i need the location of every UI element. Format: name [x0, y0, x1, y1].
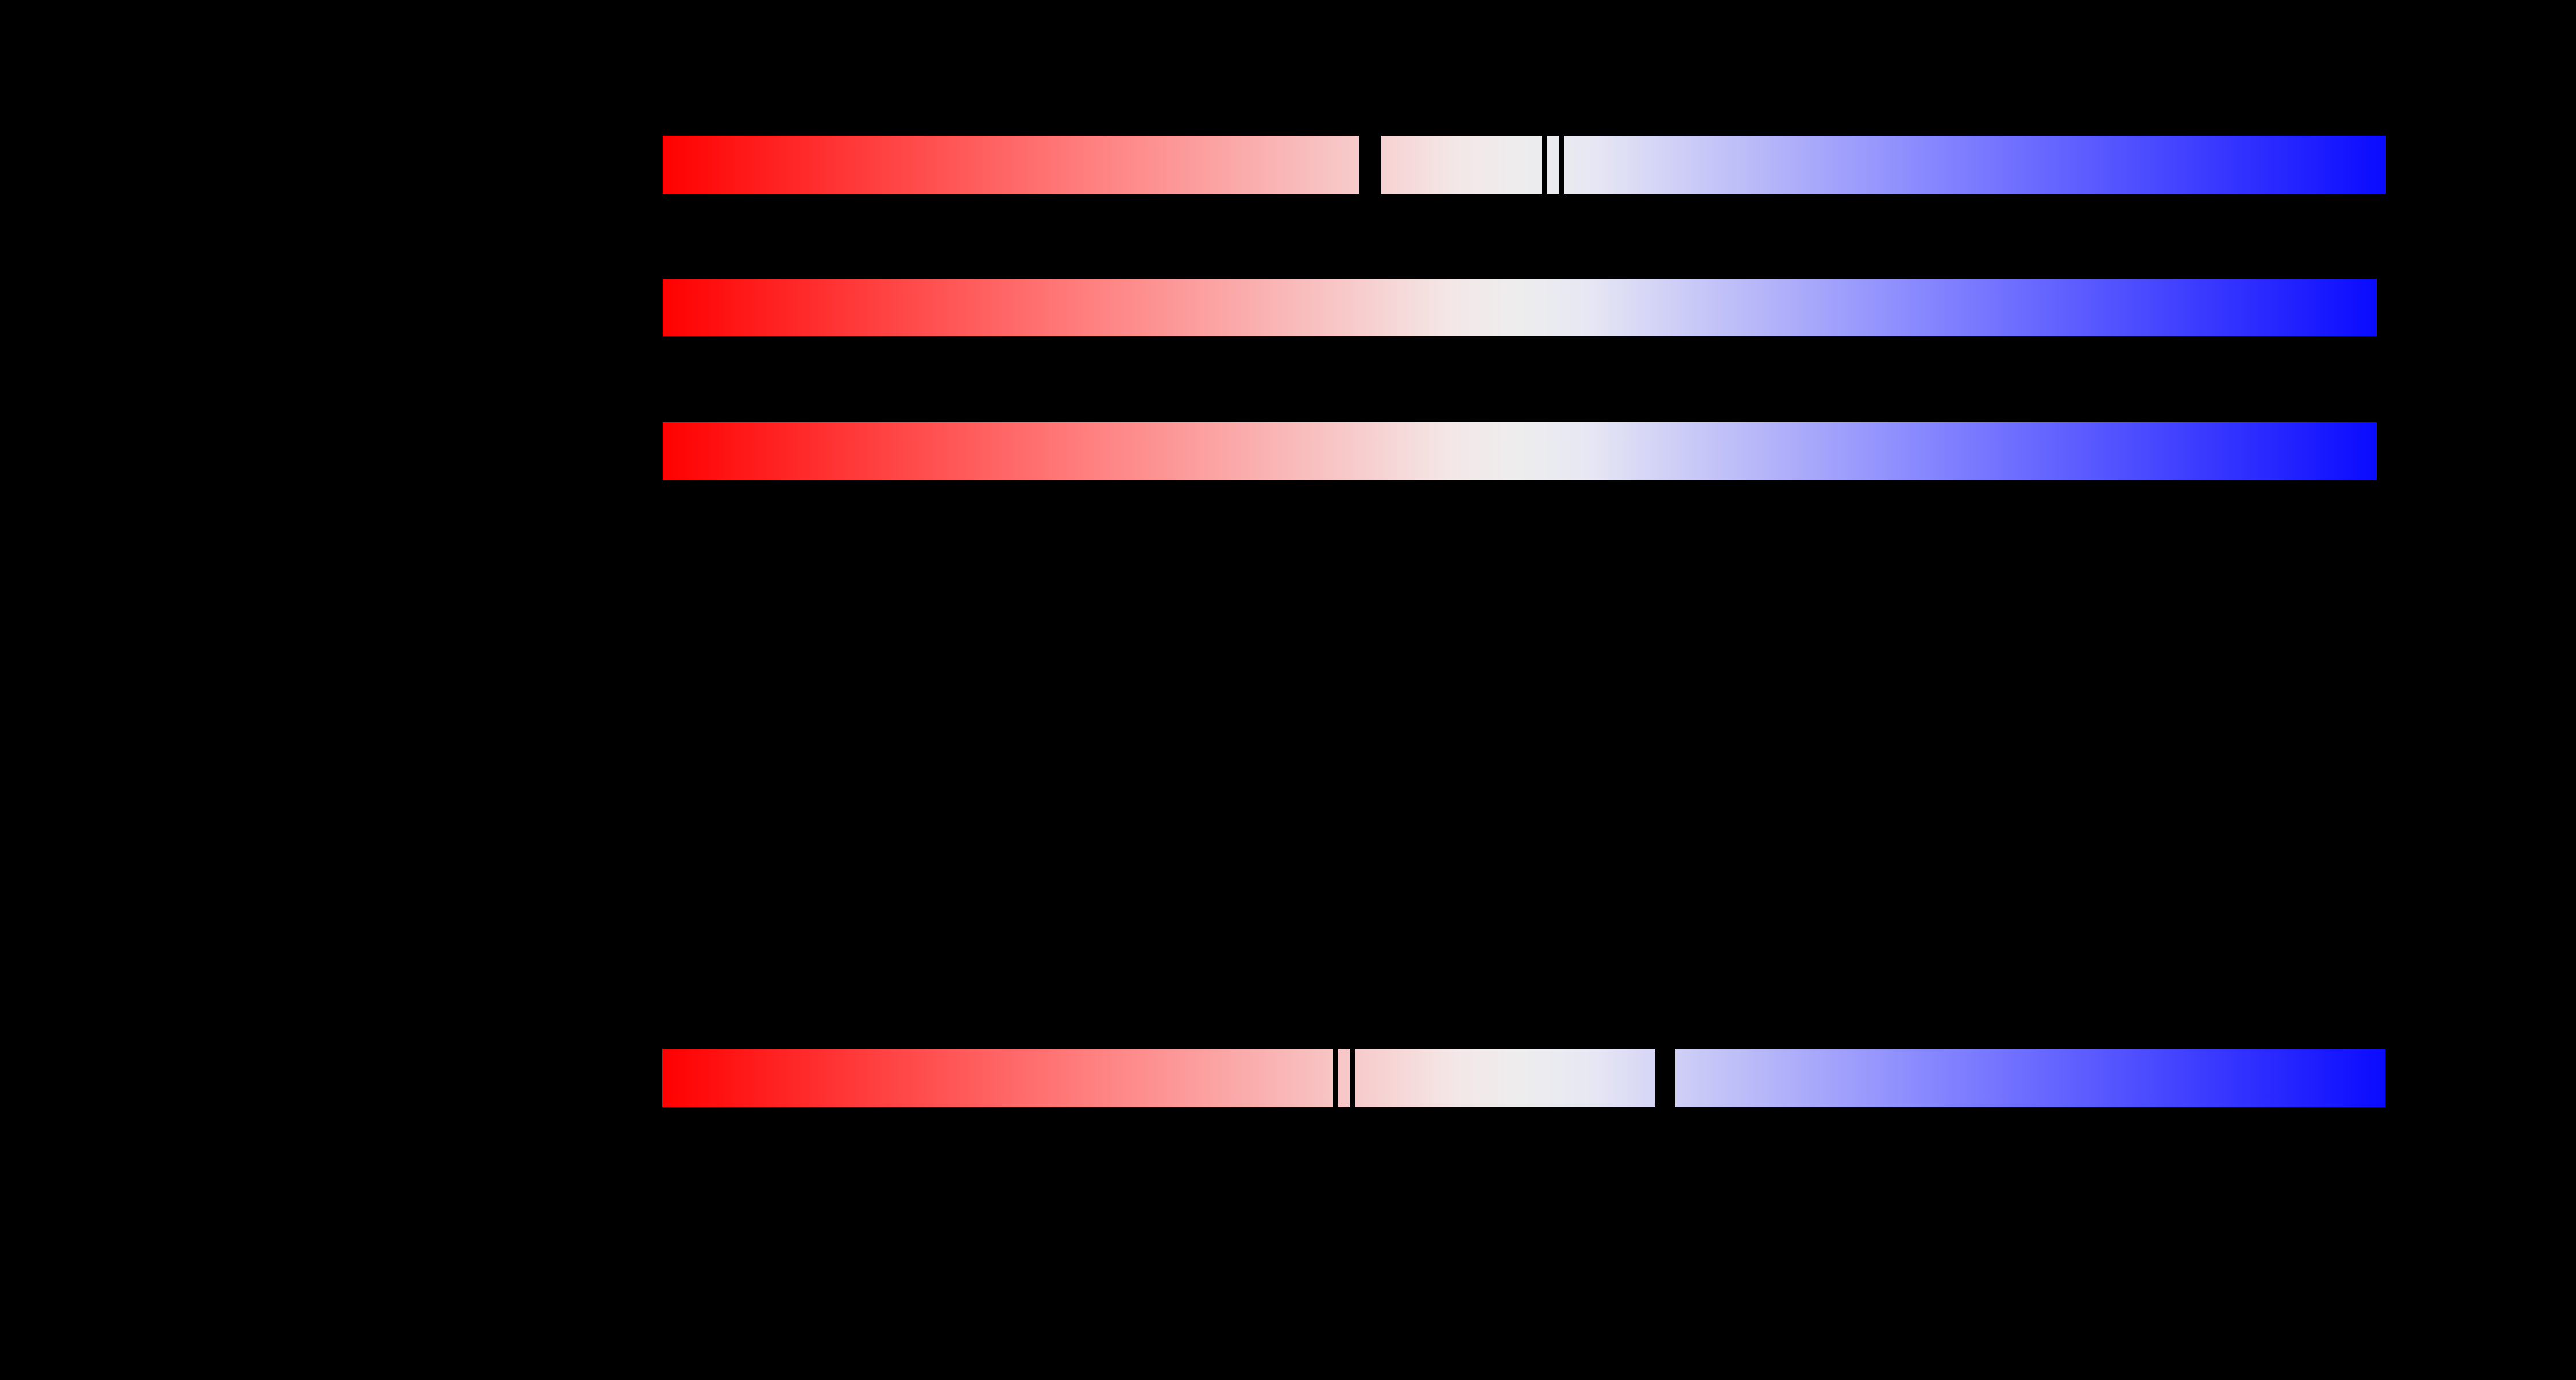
- colorbar-4-segment-3: [1355, 1049, 1655, 1107]
- colorbar-gradient-fill: [663, 422, 2377, 480]
- colorbar-1-segment-1: [663, 136, 1359, 194]
- colorbar-gradient-fill: [1564, 136, 2386, 194]
- colorbar-4: [662, 1049, 2385, 1107]
- colorbar-gradient-fill: [1338, 1049, 1350, 1107]
- colorbar-1-segment-4: [1564, 136, 2386, 194]
- colorbar-2-segment-1: [663, 279, 2377, 336]
- colorbar-3-segment-1: [663, 422, 2377, 480]
- colorbar-1-segment-2: [1381, 136, 1542, 194]
- colorbar-3: [663, 422, 2377, 480]
- colorbar-gradient-fill: [1675, 1049, 2385, 1107]
- colorbar-gradient-fill: [1547, 136, 1559, 194]
- colorbar-gradient-fill: [1355, 1049, 1655, 1107]
- colorbar-4-segment-2: [1338, 1049, 1350, 1107]
- colorbar-1: [663, 136, 2386, 194]
- colorbar-2: [663, 279, 2377, 336]
- colorbar-gradient-fill: [1381, 136, 1542, 194]
- colorbar-gradient-fill: [663, 279, 2377, 336]
- colorbar-4-segment-4: [1675, 1049, 2385, 1107]
- colorbar-4-segment-1: [662, 1049, 1333, 1107]
- colorbar-gradient-fill: [662, 1049, 1333, 1107]
- colorbar-gradient-fill: [663, 136, 1359, 194]
- colorbar-1-segment-3: [1547, 136, 1559, 194]
